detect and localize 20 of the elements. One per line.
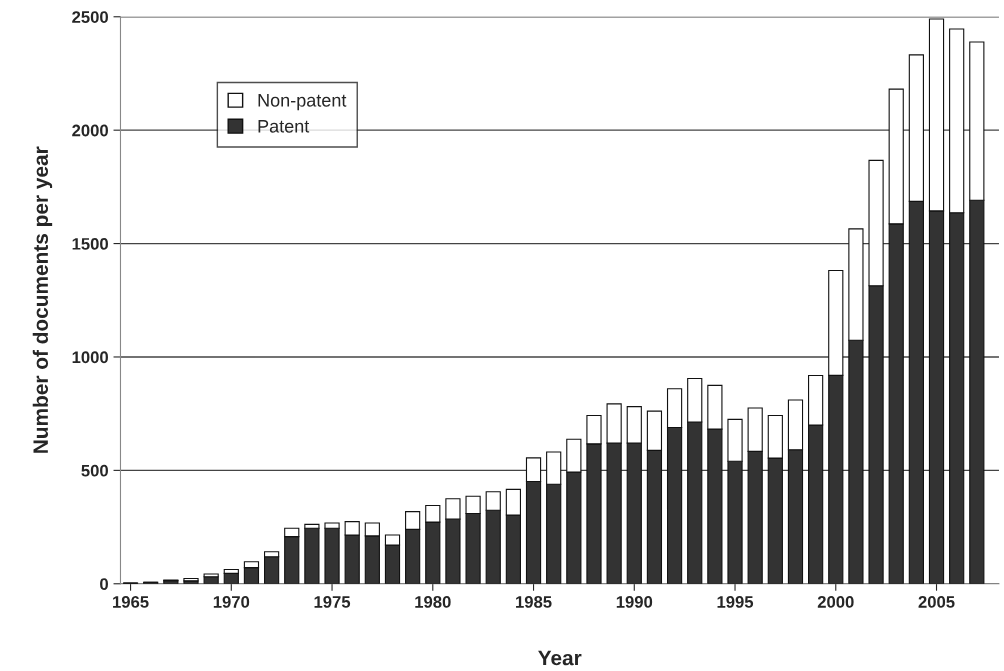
- x-tick-label: 1990: [616, 596, 653, 608]
- y-tick-label: 1000: [72, 351, 108, 364]
- x-axis-title: Year: [538, 650, 582, 666]
- legend-label: Non-patent: [258, 94, 347, 111]
- x-tick-label: 1965: [113, 596, 149, 608]
- legend-label: Patent: [258, 120, 310, 133]
- x-tick-label: 2000: [817, 596, 854, 608]
- y-tick-label: 2000: [72, 124, 108, 137]
- y-axis-title: Number of documents per year: [32, 146, 53, 453]
- y-tick-label: 500: [81, 464, 108, 477]
- x-tick-label: 1980: [415, 596, 451, 608]
- x-tick-label: 1985: [516, 596, 552, 608]
- bar: [304, 527, 320, 584]
- y-tick-label: 1500: [72, 237, 108, 250]
- y-tick-label: 0: [100, 578, 108, 590]
- x-tick-label: 1970: [213, 596, 250, 608]
- x-tick-label: 2005: [918, 596, 955, 608]
- x-tick-label: 1975: [314, 596, 351, 608]
- x-tick-label: 1995: [717, 596, 754, 608]
- y-tick-label: 2500: [72, 11, 108, 23]
